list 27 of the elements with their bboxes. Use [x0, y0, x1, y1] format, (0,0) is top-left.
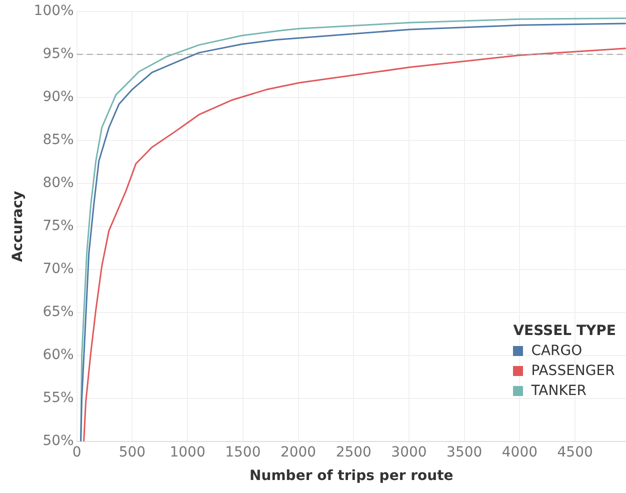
x-tick-label: 1500 [225, 444, 261, 460]
y-tick-label: 60% [42, 347, 74, 364]
y-tick-label: 95% [42, 46, 74, 62]
y-tick-label: 65% [42, 304, 74, 320]
y-tick-label: 85% [42, 132, 74, 148]
y-tick-label: 90% [42, 89, 74, 106]
y-tick-label: 55% [42, 390, 74, 406]
y-tick-label: 70% [42, 261, 74, 278]
x-tick-label: 3000 [391, 444, 427, 460]
x-tick-label: 2500 [336, 444, 372, 460]
y-tick-label: 80% [42, 175, 74, 192]
y-tick-label: 100% [34, 3, 74, 20]
x-tick-label: 1000 [170, 444, 206, 460]
legend-label: CARGO [531, 342, 582, 362]
y-tick-label: 75% [42, 218, 74, 234]
y-axis-title: Accuracy [10, 190, 26, 262]
x-tick-label: 500 [118, 444, 146, 460]
x-tick-label: 4500 [557, 444, 593, 460]
y-tick-label: 50% [42, 433, 74, 450]
x-tick-label: 3500 [446, 444, 482, 460]
legend-label: TANKER [531, 382, 586, 402]
legend-title: VESSEL TYPE [513, 322, 616, 342]
x-tick-label: 4000 [502, 444, 538, 460]
legend-label: PASSENGER [531, 362, 615, 382]
x-tick-label: 0 [72, 444, 82, 460]
x-tick-label: 2000 [280, 444, 316, 460]
x-axis-title: Number of trips per route [250, 468, 454, 484]
